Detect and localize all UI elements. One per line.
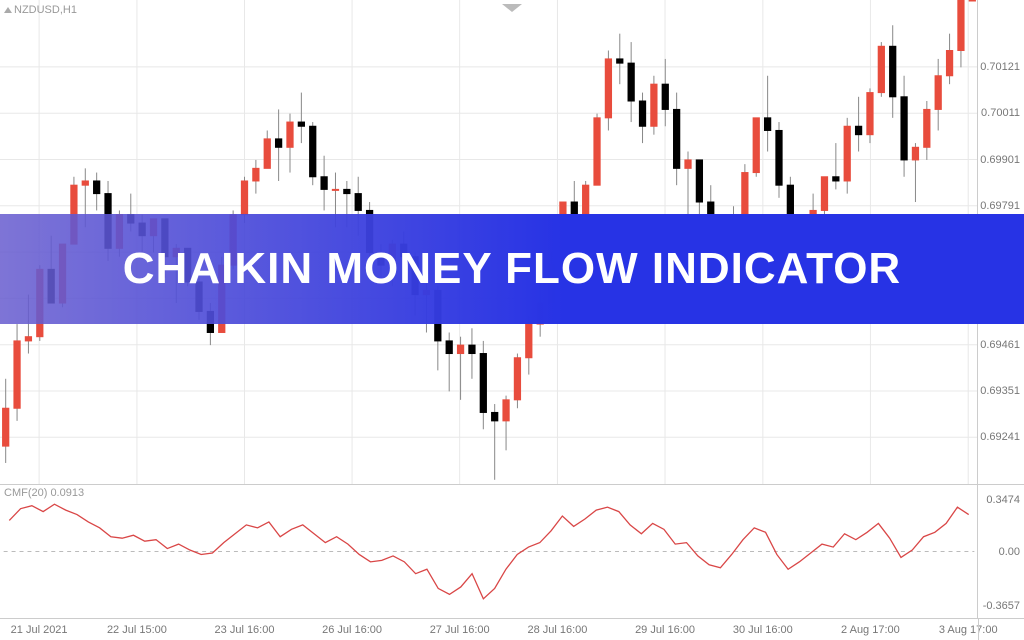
x-tick-label: 22 Jul 15:00	[107, 624, 167, 636]
x-tick-label: 23 Jul 16:00	[215, 624, 275, 636]
x-tick-label: 21 Jul 2021	[11, 624, 68, 636]
title-banner: CHAIKIN MONEY FLOW INDICATOR	[0, 214, 1024, 324]
x-tick-label: 29 Jul 16:00	[635, 624, 695, 636]
y-tick-label: 0.70121	[980, 61, 1020, 73]
x-tick-label: 30 Jul 16:00	[733, 624, 793, 636]
y-tick-label: 0.69351	[980, 385, 1020, 397]
dropdown-icon[interactable]	[502, 4, 522, 12]
y-tick-label: 0.69241	[980, 431, 1020, 443]
triangle-up-icon	[4, 7, 12, 13]
title-banner-text: CHAIKIN MONEY FLOW INDICATOR	[123, 244, 901, 294]
x-tick-label: 27 Jul 16:00	[430, 624, 490, 636]
x-axis-corner	[978, 618, 1024, 640]
indicator-label: CMF(20) 0.0913	[4, 487, 84, 499]
symbol-label: NZDUSD,H1	[4, 4, 77, 16]
y-tick-label: 0.69461	[980, 339, 1020, 351]
x-axis: 21 Jul 2021 22 Jul 15:00 23 Jul 16:00 26 Ju…	[0, 618, 978, 640]
y-tick-label: 0.00	[999, 546, 1020, 558]
indicator-svg	[0, 485, 978, 618]
indicator-y-axis: 0.3474 0.00 -0.3657	[978, 484, 1024, 618]
y-tick-label: 0.70011	[981, 107, 1020, 119]
x-tick-label: 26 Jul 16:00	[322, 624, 382, 636]
y-tick-label: 0.3474	[986, 494, 1020, 506]
x-tick-label: 28 Jul 16:00	[527, 624, 587, 636]
chart-container: NZDUSD,H1 0.70121 0.70011 0.69901 0.69791 0.…	[0, 0, 1024, 640]
y-tick-label: 0.69791	[980, 200, 1020, 212]
indicator-chart[interactable]: CMF(20) 0.0913	[0, 484, 978, 618]
y-tick-label: -0.3657	[983, 600, 1020, 612]
symbol-text: NZDUSD,H1	[14, 4, 77, 16]
y-tick-label: 0.69901	[980, 154, 1020, 166]
x-tick-label: 2 Aug 17:00	[841, 624, 900, 636]
